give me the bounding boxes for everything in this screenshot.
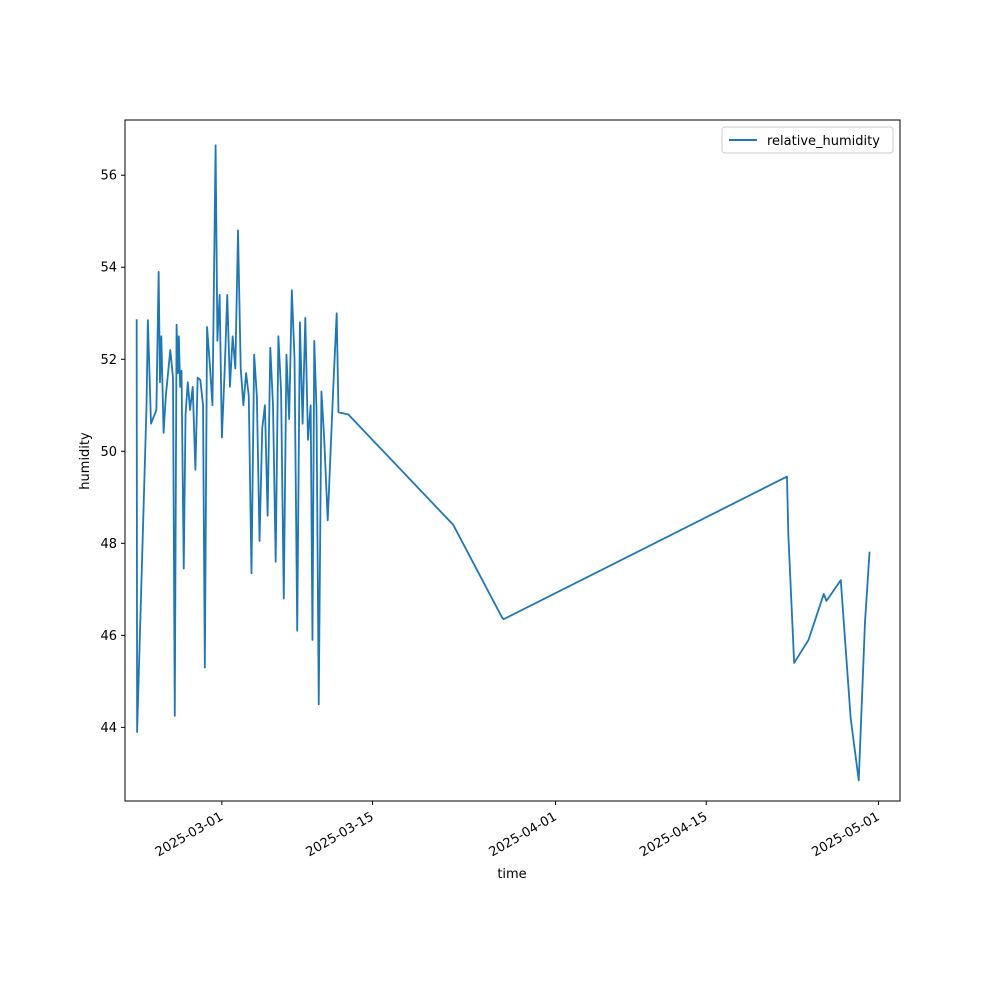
x-tick-label: 2025-03-15 — [304, 809, 377, 860]
y-tick-label: 56 — [100, 169, 117, 184]
y-tick-label: 44 — [100, 721, 117, 736]
x-axis: 2025-03-01 2025-03-15 2025-04-01 2025-04-15… — [153, 801, 883, 860]
plot-area — [124, 119, 901, 802]
y-tick-label: 50 — [100, 445, 117, 460]
x-tick-label: 2025-04-15 — [637, 809, 710, 860]
y-tick-label: 48 — [100, 537, 117, 552]
y-tick-label: 46 — [100, 629, 117, 644]
x-tick-label: 2025-03-01 — [153, 809, 226, 860]
legend-entry-label: relative_humidity — [767, 134, 880, 149]
x-tick-label: 2025-04-01 — [487, 809, 560, 860]
legend: relative_humidity — [721, 126, 894, 154]
legend-frame — [721, 126, 894, 154]
axes-frame — [124, 119, 901, 802]
series-line-0 — [135, 144, 871, 782]
x-axis-label: time — [497, 867, 526, 882]
y-tick-label: 52 — [100, 353, 117, 368]
y-axis: 44 46 48 50 52 54 56 — [100, 169, 125, 736]
y-tick-label: 54 — [100, 261, 117, 276]
y-axis-label: humidity — [78, 432, 93, 490]
x-tick-label: 2025-05-01 — [810, 809, 883, 860]
